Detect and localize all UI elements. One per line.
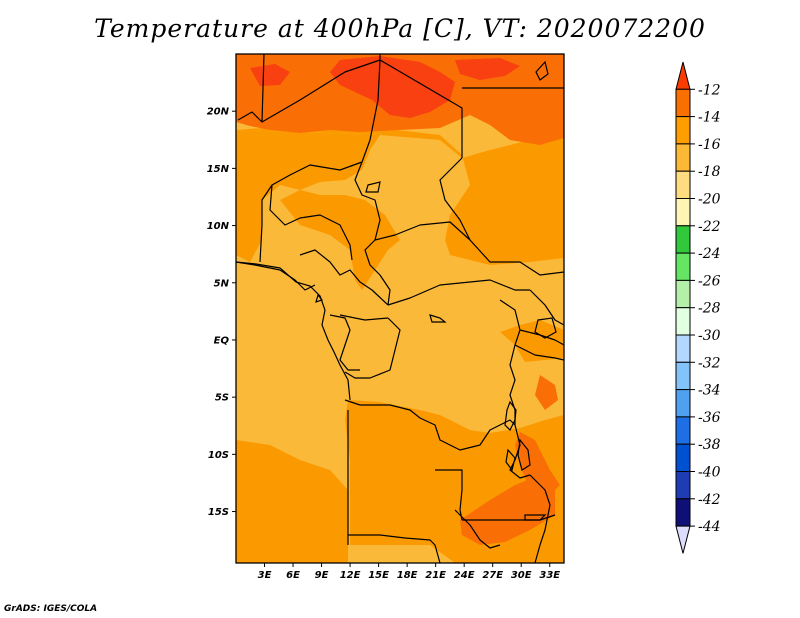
lon-tick-label: 21E: [425, 570, 446, 581]
colorbar-label: -16: [698, 137, 721, 153]
colorbar-swatch: [675, 307, 691, 336]
colorbar-top-arrow: [675, 61, 691, 90]
colorbar-swatch: [675, 389, 691, 418]
colorbar-label: -32: [698, 355, 721, 371]
lon-tick-label: 30E: [511, 570, 532, 581]
colorbar: -12 -14 -16 -18 -20 -22 -24 -26 -28 -30 -32 -34 -36 -…: [675, 61, 721, 554]
colorbar-swatch: [675, 416, 691, 445]
colorbar-swatch: [675, 88, 691, 118]
lon-tick-label: 6E: [286, 570, 300, 581]
lon-tick-label: 3E: [258, 570, 272, 581]
lat-tick-label: 15S: [208, 507, 229, 518]
colorbar-label: -30: [698, 328, 721, 344]
colorbar-swatch: [675, 498, 691, 527]
colorbar-swatch: [675, 143, 691, 172]
colorbar-swatch: [675, 471, 691, 500]
colorbar-swatch: [675, 198, 691, 227]
lon-tick-label: 18E: [397, 570, 418, 581]
lon-tick-label: 24E: [454, 570, 475, 581]
colorbar-label: -44: [698, 519, 721, 535]
colorbar-swatch: [675, 334, 691, 363]
latitude-axis: 20N 15N 10N 5N EQ 5S 10S 15S: [207, 107, 236, 518]
colorbar-label: -36: [698, 410, 721, 426]
colorbar-swatch: [675, 361, 691, 391]
colorbar-swatch: [675, 225, 691, 254]
colorbar-label: -34: [698, 383, 721, 399]
lat-tick-label: EQ: [214, 335, 230, 346]
colorbar-label: -38: [698, 437, 721, 453]
colorbar-label: -42: [698, 492, 721, 508]
lat-tick-label: 5N: [214, 278, 230, 289]
colorbar-label: -28: [698, 301, 721, 317]
grads-credit: GrADS: IGES/COLA: [4, 604, 98, 614]
map-title: Temperature at 400hPa [C], VT: 202007220…: [94, 14, 706, 43]
colorbar-label: -12: [698, 82, 721, 98]
colorbar-label: -18: [698, 164, 721, 180]
colorbar-swatch: [675, 252, 691, 281]
lat-tick-label: 10N: [207, 221, 230, 232]
lat-tick-label: 5S: [215, 393, 229, 404]
country-borders: [235, 53, 565, 564]
colorbar-label: -20: [698, 192, 721, 208]
colorbar-label: -24: [698, 246, 721, 262]
colorbar-swatch: [675, 116, 691, 145]
colorbar-label: -22: [698, 219, 721, 235]
coastline: [235, 261, 351, 401]
lon-tick-label: 27E: [482, 570, 503, 581]
colorbar-label: -14: [698, 110, 721, 126]
map-plot-area: [235, 53, 565, 564]
lat-tick-label: 20N: [207, 107, 230, 118]
lat-tick-label: 15N: [207, 164, 230, 175]
lat-tick-label: 10S: [208, 450, 229, 461]
colorbar-label: -40: [698, 465, 721, 481]
map-frame: [235, 53, 565, 564]
colorbar-swatch: [675, 170, 691, 199]
colorbar-swatch: [675, 279, 691, 309]
colorbar-swatch: [675, 443, 691, 473]
lon-tick-label: 15E: [368, 570, 389, 581]
lon-tick-label: 9E: [315, 570, 329, 581]
field-warmer-than-minus12: [250, 56, 520, 118]
colorbar-bottom-arrow: [675, 525, 691, 554]
lakes: [315, 60, 557, 521]
lon-tick-label: 33E: [539, 570, 560, 581]
longitude-axis: 3E 6E 9E 12E 15E 18E 21E 24E 27E 30E 33E: [258, 563, 560, 581]
colorbar-label: -26: [698, 273, 721, 289]
lon-tick-label: 12E: [340, 570, 361, 581]
